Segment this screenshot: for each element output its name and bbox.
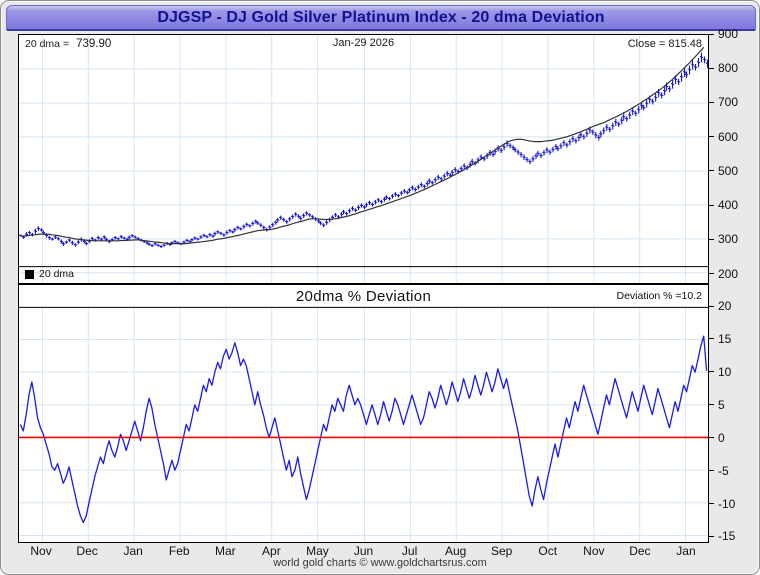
x-tick-label: Jun	[353, 544, 374, 558]
x-axis-months: Nov Dec Jan Feb Mar Apr May Jun Jul Aug Sep Oct Nov D…	[18, 544, 709, 562]
y-tick-mark	[709, 305, 714, 307]
y-tick-label: 10	[718, 364, 732, 379]
y-tick-mark	[709, 204, 714, 206]
y-tick-label: -15	[718, 529, 736, 544]
y-tick-label: 600	[718, 129, 739, 144]
x-tick-label: Jul	[401, 544, 418, 558]
x-tick-label: Apr	[262, 544, 281, 558]
y-tick-mark	[709, 273, 714, 275]
deviation-title: 20dma % Deviation	[295, 288, 432, 305]
legend-swatch-icon	[25, 269, 34, 279]
x-tick-label: Nov	[583, 544, 605, 558]
dma-readout-value: 739.90	[76, 38, 112, 50]
x-tick-label: Oct	[538, 544, 558, 558]
dma-readout-label: 20 dma =	[25, 38, 70, 50]
y-tick-label: 800	[718, 61, 739, 76]
y-tick-mark	[709, 470, 714, 472]
y-tick-mark	[709, 503, 714, 504]
y-tick-mark	[709, 67, 714, 69]
window-title: DJGSP - DJ Gold Silver Platinum Index - …	[157, 8, 605, 26]
y-tick-label: -5	[718, 463, 729, 478]
y-tick-label: -10	[718, 496, 736, 511]
y-tick-label: 0	[718, 430, 725, 445]
window-titlebar: DJGSP - DJ Gold Silver Platinum Index - …	[6, 5, 756, 31]
x-tick-label: Dec	[629, 544, 651, 558]
price-plot-area	[19, 35, 708, 283]
y-tick-mark	[709, 437, 714, 439]
price-chart-panel[interactable]: 20 dma = 739.90 Jan-29 2026 Close = 815.4…	[18, 34, 709, 284]
y-tick-label: 700	[718, 95, 739, 110]
y-tick-label: 500	[718, 163, 739, 178]
deviation-y-axis: -15 -10 -5 0 5 10 15 20	[709, 284, 759, 543]
y-tick-mark	[709, 33, 714, 35]
deviation-chart-panel[interactable]: 20dma % Deviation Deviation % =10.2	[18, 284, 709, 543]
dma-readout: 20 dma = 739.90	[25, 38, 111, 50]
y-tick-mark	[709, 136, 714, 138]
y-tick-mark	[709, 371, 714, 373]
x-tick-label: Jan	[676, 544, 696, 558]
legend-20dma: 20 dma	[25, 268, 74, 280]
y-tick-mark	[709, 535, 714, 537]
y-tick-label: 15	[718, 331, 732, 346]
y-tick-mark	[709, 238, 714, 240]
x-tick-label: Dec	[76, 544, 98, 558]
x-tick-label: May	[306, 544, 329, 558]
deviation-plot-area	[19, 306, 708, 542]
x-tick-label: Nov	[30, 544, 52, 558]
chart-date: Jan-29 2026	[332, 37, 395, 49]
y-tick-mark	[709, 404, 714, 406]
x-tick-label: Mar	[214, 544, 236, 558]
y-tick-label: 200	[718, 266, 739, 281]
y-tick-mark	[709, 170, 714, 172]
y-tick-label: 900	[718, 27, 739, 41]
y-tick-label: 300	[718, 232, 739, 247]
price-y-axis: 200 300 400 500 600 700 800 900	[709, 27, 759, 284]
deviation-readout: Deviation % =10.2	[616, 290, 702, 302]
x-tick-label: Feb	[168, 544, 190, 558]
y-tick-mark	[709, 101, 714, 103]
footer-credit: world gold charts © www.goldchartsrus.co…	[273, 557, 487, 569]
x-tick-label: Aug	[444, 544, 467, 558]
y-tick-label: 400	[718, 198, 739, 213]
x-tick-label: Jan	[123, 544, 143, 558]
legend-20dma-label: 20 dma	[39, 268, 75, 280]
x-tick-label: Sep	[491, 544, 513, 558]
y-tick-label: 5	[718, 397, 725, 412]
close-readout: Close = 815.48	[627, 38, 702, 50]
y-tick-label: 20	[718, 299, 732, 313]
y-tick-mark	[709, 338, 714, 340]
